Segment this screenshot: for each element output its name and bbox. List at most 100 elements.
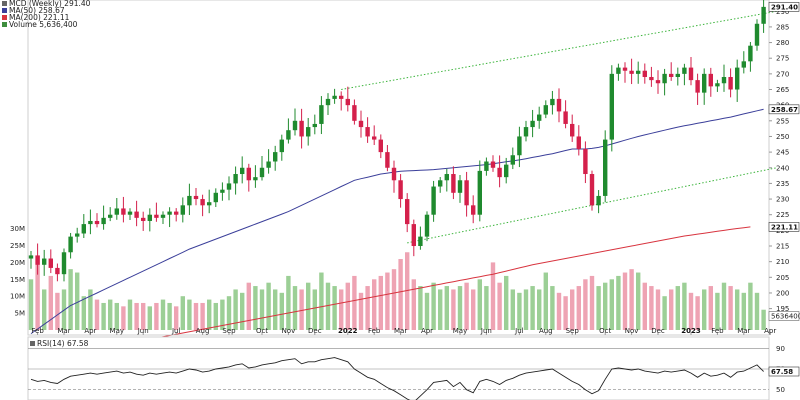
- volume-bar: [207, 299, 212, 330]
- candle-body: [754, 23, 760, 46]
- candle-body: [537, 114, 542, 121]
- candle-body: [583, 148, 588, 175]
- candle-body: [391, 167, 397, 181]
- volume-bar: [286, 275, 291, 330]
- volume-bar: [299, 289, 304, 330]
- volume-axis: 5M 10M 15M 20M 25M 30M: [10, 225, 25, 318]
- volume-bar: [279, 292, 284, 330]
- candle-body: [457, 180, 463, 193]
- candle-body: [286, 130, 291, 140]
- candle-body: [68, 236, 73, 253]
- candle-body: [708, 73, 713, 87]
- volume-bar: [583, 279, 588, 330]
- volume-bar: [200, 302, 205, 330]
- rsi-tick-label: 90: [776, 345, 785, 353]
- candle-body: [431, 186, 436, 215]
- volume-bar: [424, 292, 430, 330]
- volume-tick-label: 25M: [10, 242, 25, 250]
- price-tick-label: 225: [776, 211, 789, 219]
- volume-bar: [220, 299, 225, 330]
- volume-bar: [642, 282, 647, 330]
- volume-bar: [530, 286, 535, 330]
- candle-body: [332, 95, 337, 99]
- volume-bar: [662, 296, 667, 330]
- price-tick-label: 250: [776, 133, 789, 141]
- volume-bar: [121, 306, 126, 330]
- candle-body: [741, 61, 746, 68]
- volume-bar: [226, 296, 232, 330]
- candle-body: [88, 220, 93, 225]
- volume-bar: [332, 286, 337, 330]
- candle-body: [167, 211, 172, 215]
- candle-body: [550, 98, 555, 106]
- candle-body: [715, 83, 720, 87]
- volume-bar: [444, 286, 449, 330]
- x-tick-label: Oct: [599, 327, 611, 335]
- legend-swatch-ma50: [2, 8, 7, 13]
- volume-bar: [48, 275, 53, 330]
- candle-body: [273, 152, 278, 162]
- candle-body: [523, 127, 529, 137]
- price-axis: 1952002052102152202252302352402452502552…: [769, 8, 789, 313]
- candle-body: [240, 167, 245, 175]
- candle-body: [424, 214, 430, 237]
- volume-bar: [556, 292, 562, 330]
- candle-body: [292, 120, 298, 131]
- candle-body: [603, 139, 608, 196]
- candle-body: [200, 199, 205, 206]
- candle-body: [728, 76, 733, 90]
- price-tick-label: 245: [776, 149, 789, 157]
- volume-bar: [688, 292, 694, 330]
- candle-body: [761, 6, 766, 24]
- candle-body: [279, 139, 284, 153]
- volume-bar: [708, 286, 713, 330]
- volume-value-tag: 5636400: [771, 313, 800, 321]
- candle-body: [669, 73, 674, 77]
- rsi-value-tag: 67.58: [771, 368, 793, 376]
- candle-body: [339, 95, 344, 99]
- volume-bar: [431, 282, 436, 330]
- rsi-panel: 907050 67.58 RSI(14) 67.58: [27, 336, 800, 400]
- volume-bar: [550, 286, 555, 330]
- volume-bar: [576, 286, 581, 330]
- x-tick-label: Mar: [394, 327, 407, 335]
- candle-body: [649, 76, 654, 81]
- volume-bar: [741, 292, 746, 330]
- volume-bar: [180, 296, 185, 330]
- volume-bar: [603, 282, 608, 330]
- candle-body: [464, 180, 469, 206]
- volume-bar: [88, 289, 93, 330]
- volume-bar: [504, 275, 509, 330]
- candle-body: [101, 217, 106, 225]
- candle-body: [589, 174, 595, 206]
- candle-body: [543, 105, 548, 115]
- volume-bar: [273, 289, 278, 330]
- candle-body: [141, 217, 146, 221]
- price-tick-label: 290: [776, 8, 789, 16]
- x-tick-label: Mar: [57, 327, 70, 335]
- candle-body: [411, 224, 416, 247]
- candle-body: [556, 98, 562, 112]
- volume-bar: [114, 302, 119, 330]
- price-panel: [27, 0, 777, 363]
- volume-bar: [735, 289, 740, 330]
- volume-bar: [411, 279, 416, 330]
- candle-body: [358, 120, 364, 128]
- candle-body: [596, 195, 601, 206]
- candle-body: [154, 214, 159, 218]
- x-tick-label: Sep: [566, 327, 580, 335]
- rsi-line-layer: 67.58: [30, 357, 800, 400]
- legend-volume: Volume 5,636,400: [9, 20, 78, 29]
- rsi-value-box: [768, 366, 800, 377]
- candle-body: [510, 155, 515, 165]
- candle-body: [35, 255, 40, 265]
- price-tick-label: 270: [776, 70, 789, 78]
- candle-body: [655, 80, 661, 84]
- volume-bar: [695, 296, 700, 330]
- candle-body: [438, 180, 443, 187]
- candle-body: [365, 127, 370, 137]
- candle-body: [246, 167, 251, 181]
- candle-body: [735, 67, 740, 90]
- volume-bar: [174, 306, 179, 330]
- legend: MCD (Weekly) 291.40 MA(50) 258.67 MA(200…: [2, 0, 91, 29]
